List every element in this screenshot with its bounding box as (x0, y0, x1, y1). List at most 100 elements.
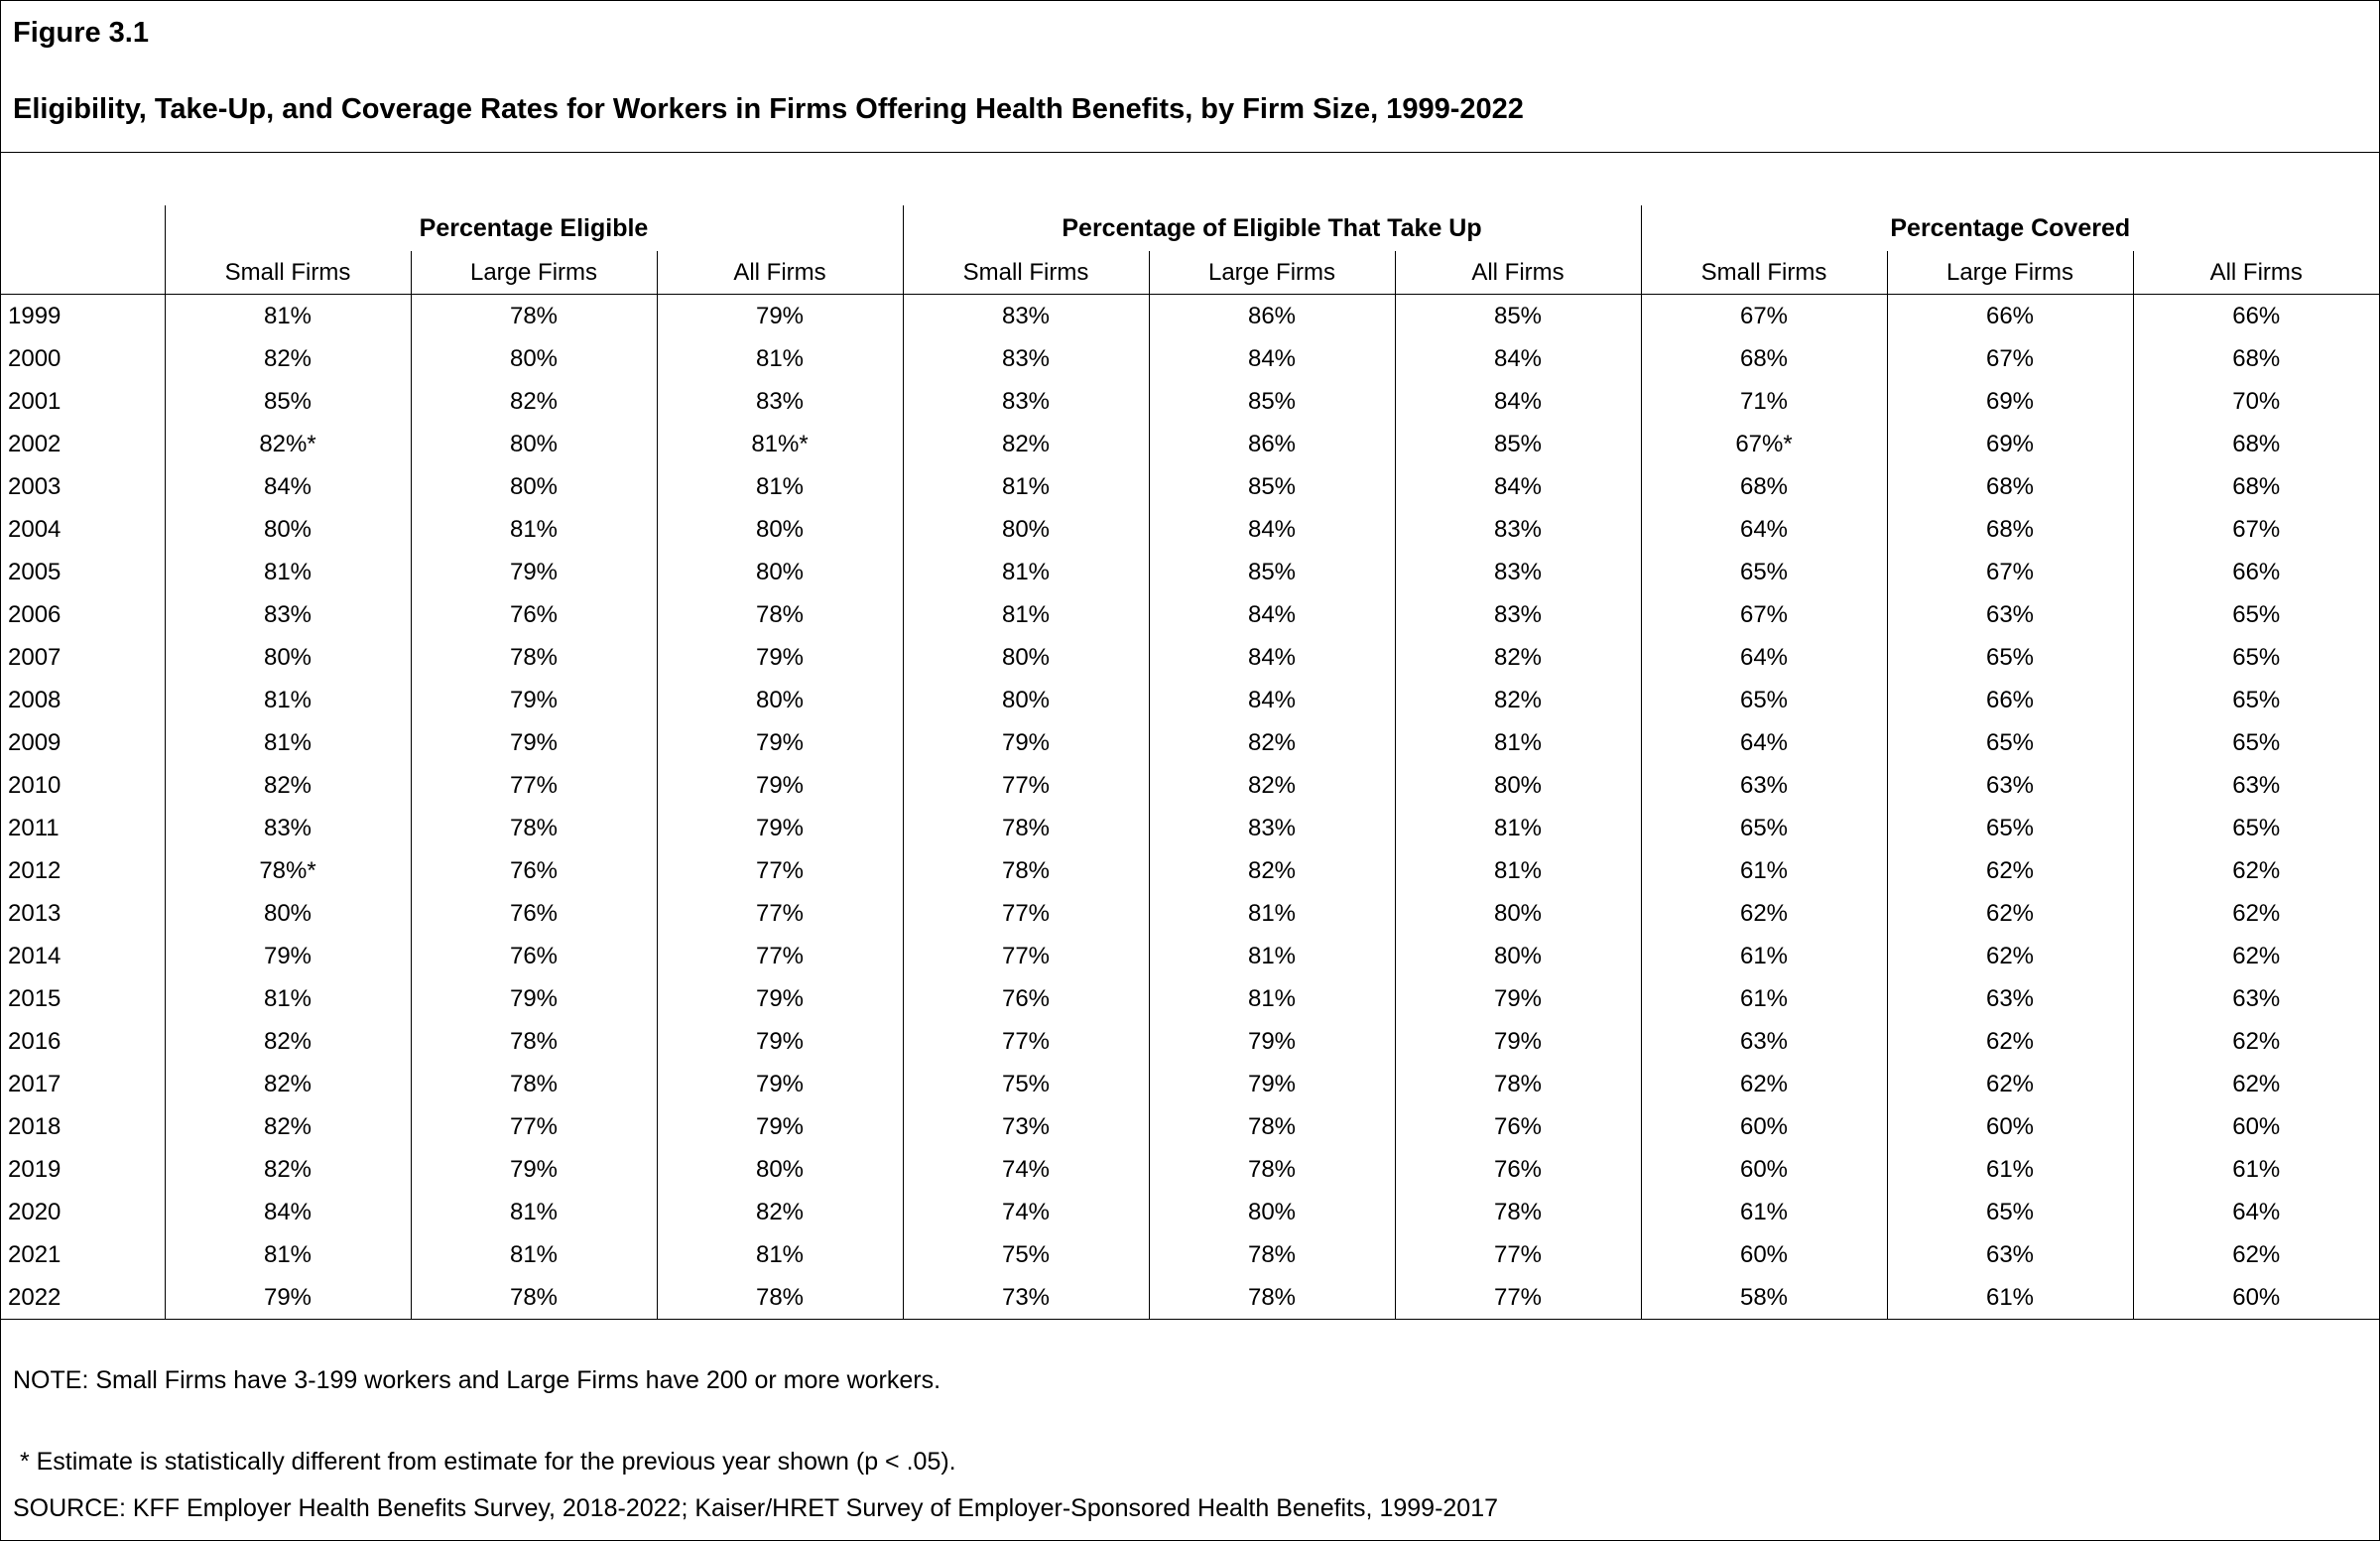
value-cell: 65% (2132, 593, 2379, 636)
value-cell: 77% (902, 1020, 1149, 1063)
value-cell: 80% (902, 508, 1149, 551)
value-cell: 67% (1640, 593, 1887, 636)
figure-notes: NOTE: Small Firms have 3-199 workers and… (1, 1365, 2379, 1523)
value-cell: 79% (656, 1020, 903, 1063)
year-cell: 2021 (8, 1240, 62, 1268)
figure-label: Figure 3.1 (13, 17, 149, 49)
value-cell: 68% (1886, 465, 2133, 508)
value-cell: 84% (1148, 337, 1395, 380)
value-cell: 84% (164, 465, 411, 508)
value-cell: 58% (1640, 1276, 1887, 1320)
value-cell: 78% (656, 593, 903, 636)
value-cell: 81% (164, 294, 411, 337)
value-cell: 69% (1886, 423, 2133, 465)
value-cell: 62% (2132, 1233, 2379, 1276)
subheader-eligible-small-firms: Small Firms (164, 251, 411, 295)
figure-header: Figure 3.1 Eligibility, Take-Up, and Cov… (1, 1, 2379, 153)
value-cell: 62% (1886, 849, 2133, 892)
value-cell: 76% (410, 593, 657, 636)
year-cell: 2022 (1, 1276, 165, 1320)
value-cell: 65% (1886, 1191, 2133, 1233)
table-row: 2015 81% 79% 79% 76% 81% 79% 61% 63% 63% (1, 977, 2379, 1020)
value-cell: 82% (164, 1148, 411, 1191)
value-cell: 61% (1640, 1191, 1887, 1233)
value-cell: 78% (1148, 1148, 1395, 1191)
value-cell: 79% (410, 551, 657, 593)
value-cell: 78% (1148, 1105, 1395, 1148)
value-cell: 80% (1148, 1191, 1395, 1233)
value-cell: 81% (656, 465, 903, 508)
value-cell: 85% (1394, 423, 1641, 465)
value-cell: 62% (1640, 1063, 1887, 1105)
table-row: 2013 80% 76% 77% 77% 81% 80% 62% 62% 62% (1, 892, 2379, 935)
value-cell: 84% (1148, 508, 1395, 551)
table-row: 2017 82% 78% 79% 75% 79% 78% 62% 62% 62% (1, 1063, 2379, 1105)
value-cell: 82% (1394, 636, 1641, 679)
value-cell: 79% (656, 1063, 903, 1105)
subheader-eligible-large-firms: Large Firms (410, 251, 657, 295)
value-cell: 83% (164, 593, 411, 636)
value-cell: 78% (656, 1276, 903, 1320)
value-cell: 79% (1394, 1020, 1641, 1063)
value-cell: 65% (2132, 721, 2379, 764)
value-cell: 81% (656, 1233, 903, 1276)
value-cell: 84% (1148, 636, 1395, 679)
value-cell: 77% (1394, 1276, 1641, 1320)
value-cell: 82% (164, 337, 411, 380)
value-cell: 84% (1394, 337, 1641, 380)
value-cell: 78% (1394, 1191, 1641, 1233)
value-cell: 79% (656, 294, 903, 337)
table-row: 2009 81% 79% 79% 79% 82% 81% 64% 65% 65% (1, 721, 2379, 764)
value-cell: 63% (1886, 977, 2133, 1020)
value-cell: 81% (164, 1233, 411, 1276)
table-row: 2003 84% 80% 81% 81% 85% 84% 68% 68% 68% (1, 465, 2379, 508)
value-cell: 81% (164, 721, 411, 764)
value-cell: 81% (164, 551, 411, 593)
value-cell: 81% (1394, 807, 1641, 849)
table-row: 2011 83% 78% 79% 78% 83% 81% 65% 65% 65% (1, 807, 2379, 849)
value-cell: 66% (1886, 679, 2133, 721)
value-cell: 83% (1394, 593, 1641, 636)
year-cell: 2018 (8, 1112, 62, 1140)
value-cell: 83% (656, 380, 903, 423)
value-cell: 83% (1394, 551, 1641, 593)
table-row: 2022 79% 78% 78% 73% 78% 77% 58% 61% 60% (1, 1276, 2379, 1320)
year-cell: 2016 (8, 1027, 62, 1055)
value-cell: 64% (1640, 721, 1887, 764)
value-cell: 80% (1394, 764, 1641, 807)
value-cell: 79% (1148, 1063, 1395, 1105)
subheader-covered-small-firms: Small Firms (1640, 251, 1887, 295)
subheader-eligible-all-firms: All Firms (656, 251, 903, 295)
value-cell: 84% (1148, 593, 1395, 636)
table-row: 2019 82% 79% 80% 74% 78% 76% 60% 61% 61% (1, 1148, 2379, 1191)
value-cell: 81% (410, 1191, 657, 1233)
group-header-percentage-covered: Percentage Covered (1640, 205, 2379, 251)
value-cell: 77% (902, 892, 1149, 935)
value-cell: 81% (164, 679, 411, 721)
subheader-covered-all-firms: All Firms (2132, 251, 2379, 295)
value-cell: 82% (164, 1020, 411, 1063)
value-cell: 80% (656, 551, 903, 593)
value-cell: 65% (1886, 636, 2133, 679)
value-cell: 77% (656, 892, 903, 935)
value-cell: 60% (1640, 1233, 1887, 1276)
value-cell: 81% (1148, 892, 1395, 935)
value-cell: 61% (1640, 977, 1887, 1020)
value-cell: 77% (410, 1105, 657, 1148)
value-cell: 77% (902, 935, 1149, 977)
value-cell: 81% (1148, 935, 1395, 977)
table-row: 2021 81% 81% 81% 75% 78% 77% 60% 63% 62% (1, 1233, 2379, 1276)
value-cell: 80% (656, 1148, 903, 1191)
value-cell: 78% (1148, 1233, 1395, 1276)
value-cell: 67% (1886, 337, 2133, 380)
group-header-percentage-eligible: Percentage Eligible (164, 205, 903, 251)
value-cell: 62% (2132, 935, 2379, 977)
value-cell: 81% (656, 337, 903, 380)
asterisk-note-text: * Estimate is statistically different fr… (13, 1448, 956, 1476)
value-cell: 81%* (656, 423, 903, 465)
value-cell: 79% (902, 721, 1149, 764)
value-cell: 63% (1886, 1233, 2133, 1276)
table-row: 2016 82% 78% 79% 77% 79% 79% 63% 62% 62% (1, 1020, 2379, 1063)
value-cell: 86% (1148, 294, 1395, 337)
table-row: 2008 81% 79% 80% 80% 84% 82% 65% 66% 65% (1, 679, 2379, 721)
